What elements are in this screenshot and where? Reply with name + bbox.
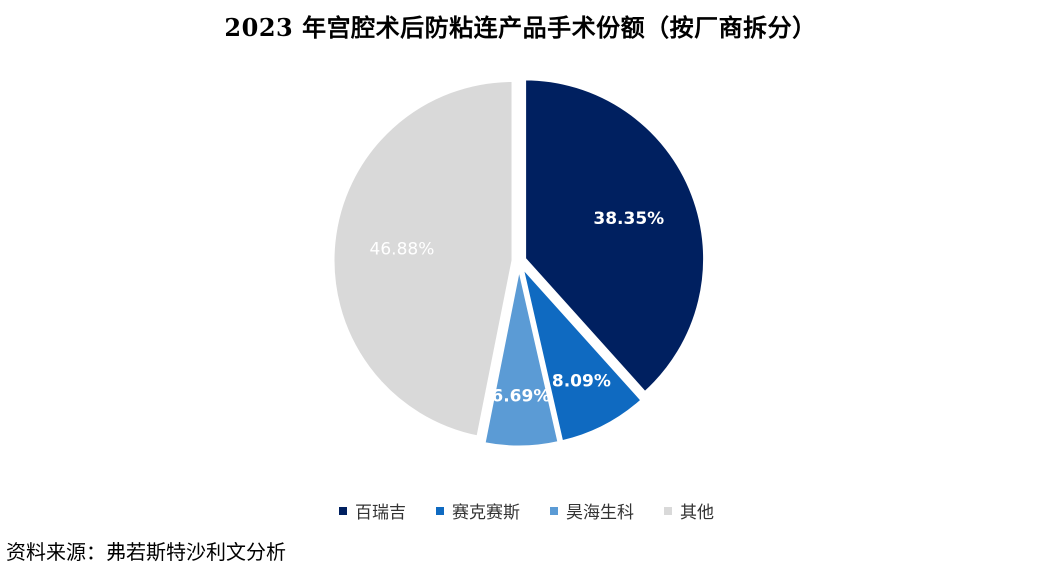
legend-label: 其他 — [680, 503, 714, 523]
legend-item-1: 赛克赛斯 — [436, 498, 520, 523]
pie-slice-label-1: 8.09% — [552, 371, 611, 391]
legend-label: 赛克赛斯 — [452, 503, 520, 523]
legend-label: 百瑞吉 — [355, 503, 406, 523]
legend-swatch — [339, 506, 347, 515]
legend-swatch — [664, 506, 672, 515]
pie-slice-3 — [331, 78, 515, 439]
pie-slice-2 — [482, 266, 561, 449]
legend-swatch — [550, 506, 558, 515]
pie-slice-label-0: 38.35% — [593, 209, 664, 229]
pie-slice-0 — [523, 77, 707, 395]
pie-slice-label-3: 46.88% — [370, 239, 435, 259]
legend-swatch — [436, 506, 444, 515]
chart-title: 2023 年宫腔术后防粘连产品手术份额（按厂商拆分） — [224, 13, 817, 42]
legend-label: 昊海生科 — [566, 503, 634, 523]
legend-item-2: 昊海生科 — [550, 498, 634, 523]
source-note: 资料来源：弗若斯特沙利文分析 — [6, 540, 286, 564]
pie-slice-label-2: 6.69% — [491, 387, 550, 407]
legend-item-3: 其他 — [664, 498, 714, 523]
chart-legend: 百瑞吉 赛克赛斯 昊海生科 其他 — [0, 498, 1041, 523]
pie-slice-1 — [519, 261, 645, 444]
legend-item-0: 百瑞吉 — [339, 498, 406, 523]
